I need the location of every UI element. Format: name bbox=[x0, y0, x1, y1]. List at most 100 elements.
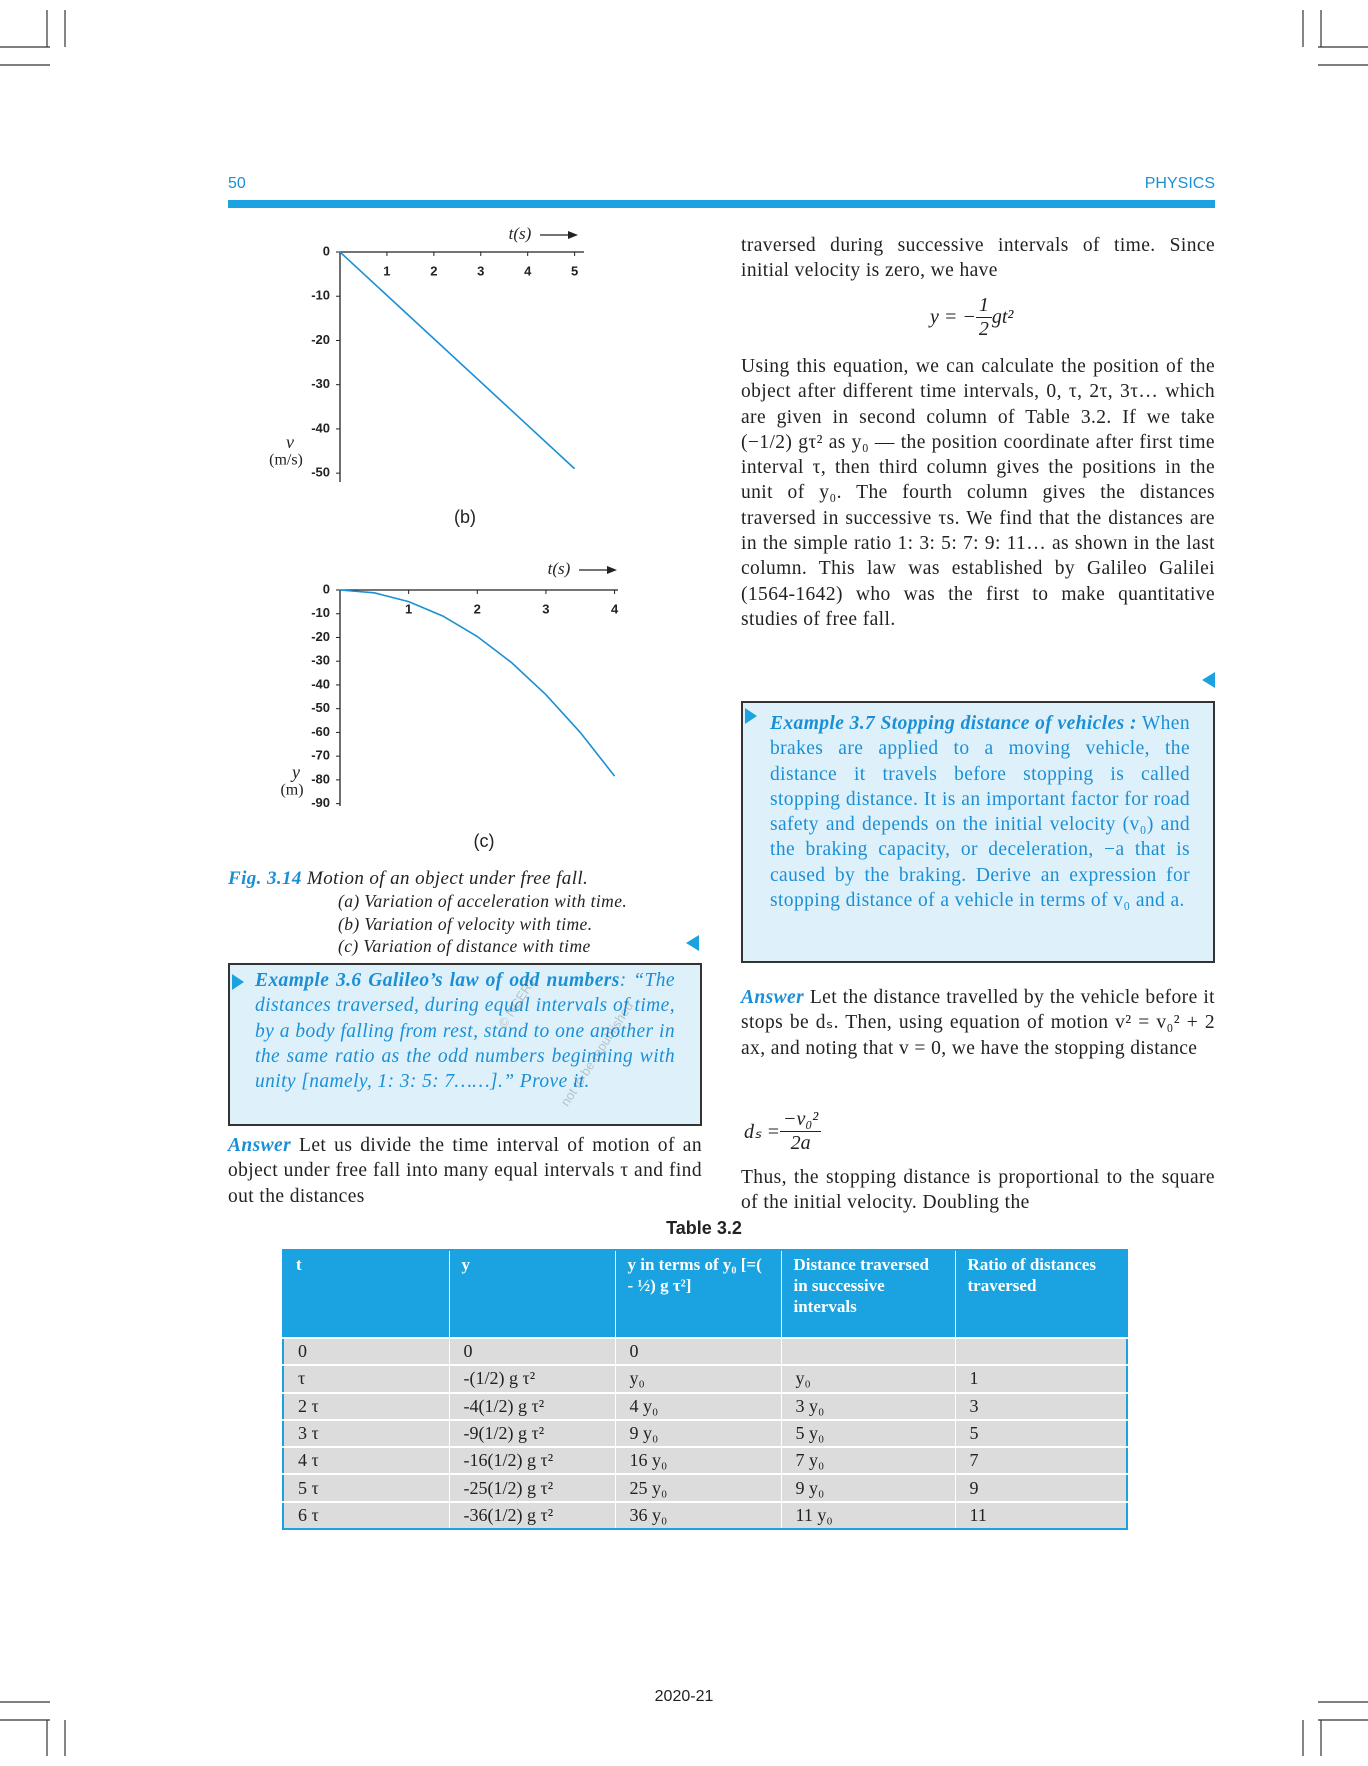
end-marker bbox=[686, 935, 699, 951]
table-cell: -9(1/2) g τ² bbox=[449, 1418, 616, 1448]
x-tick-label: 3 bbox=[477, 263, 484, 278]
equation: dₛ = −v₀² 2a bbox=[744, 1108, 822, 1155]
y-tick-label: 0 bbox=[323, 581, 330, 596]
answer: Answer Let us divide the time interval o… bbox=[228, 1133, 702, 1209]
answer-text: Let us divide the time interval of motio… bbox=[228, 1135, 703, 1207]
figure-item: (a) Variation of acceleration with time. bbox=[338, 891, 628, 911]
table-cell: y₀ bbox=[781, 1364, 956, 1393]
example-body: : “The distances traversed, during equal… bbox=[255, 970, 675, 1093]
y-axis-label: v bbox=[286, 432, 294, 452]
x-tick-label: 5 bbox=[571, 263, 578, 278]
answer: Answer Let the distance travelled by the… bbox=[741, 985, 1215, 1061]
table-cell: 5 τ bbox=[283, 1473, 450, 1502]
table-cell: 9 bbox=[955, 1473, 1128, 1502]
x-tick-label: 3 bbox=[542, 601, 549, 616]
x-axis-label: t(s) bbox=[509, 224, 532, 243]
example-title: Stopping distance of vehicles : bbox=[880, 713, 1137, 734]
example-text: Example 3.6 Galileo’s law of odd numbers… bbox=[255, 968, 675, 1094]
table-cell: 3 τ bbox=[283, 1418, 450, 1448]
axis-arrow-head bbox=[568, 231, 578, 239]
y-tick-label: -50 bbox=[311, 465, 330, 480]
table-title: Table 3.2 bbox=[666, 1218, 742, 1238]
table-row: 3 τ -9(1/2) g τ² 9 y₀ 5 y₀ 5 bbox=[283, 1418, 1128, 1448]
y-tick-label: -10 bbox=[311, 605, 330, 620]
example-title: Galileo’s law of odd numbers bbox=[368, 970, 620, 991]
y-tick-label: -70 bbox=[311, 748, 330, 763]
equation: y = −1 2 gt² bbox=[930, 294, 1013, 341]
axis-arrow-head bbox=[607, 566, 617, 574]
x-tick-label: 2 bbox=[474, 601, 481, 616]
y-tick-label: -30 bbox=[311, 376, 330, 391]
header-cell: Ratio of distances traversed bbox=[955, 1250, 1128, 1338]
header-cell: y in terms of y₀ [=( - ½) g τ²] bbox=[615, 1250, 782, 1338]
data-line bbox=[339, 589, 616, 777]
header-cell: Distance traversed in successive interva… bbox=[781, 1250, 956, 1338]
table-cell: -36(1/2) g τ² bbox=[449, 1500, 616, 1530]
table-cell: 3 bbox=[955, 1391, 1128, 1420]
paragraph: Thus, the stopping distance is proportio… bbox=[741, 1167, 1215, 1214]
example-box: Example 3.6 Galileo’s law of odd numbers… bbox=[228, 963, 702, 1126]
table-cell: 6 τ bbox=[283, 1500, 450, 1530]
example-label: Example 3.7 bbox=[770, 713, 876, 734]
example-label: Example 3.6 bbox=[255, 970, 362, 991]
footer: 2020-21 bbox=[654, 1688, 714, 1705]
example-marker bbox=[232, 974, 244, 990]
answer-continued: traversed during successive intervals of… bbox=[741, 235, 1215, 282]
table-cell: 4 y₀ bbox=[615, 1391, 782, 1420]
table-row: 6 τ -36(1/2) g τ² 36 y₀ 11 y₀ 11 bbox=[283, 1500, 1128, 1530]
numerator: 1 bbox=[975, 294, 992, 318]
y-tick-label: -40 bbox=[311, 420, 330, 435]
y-tick-label: -10 bbox=[311, 288, 330, 303]
y-tick-label: -40 bbox=[311, 676, 330, 691]
equation-lhs: y = − bbox=[930, 306, 976, 328]
y-tick-label: -60 bbox=[311, 724, 330, 739]
table-cell: 11 bbox=[955, 1500, 1128, 1530]
y-tick-label: -50 bbox=[311, 700, 330, 715]
table-cell bbox=[781, 1336, 956, 1366]
denominator: 2a bbox=[790, 1132, 811, 1154]
example-text: Example 3.7 Stopping distance of vehicle… bbox=[770, 711, 1190, 913]
answer-label: Answer bbox=[741, 987, 805, 1008]
table-row: τ -(1/2) g τ² y₀ y₀ 1 bbox=[283, 1364, 1128, 1393]
table-cell: 9 y₀ bbox=[781, 1473, 956, 1502]
x-tick-label: 2 bbox=[430, 263, 437, 278]
y-axis-unit: (m/s) bbox=[269, 452, 303, 469]
table-cell: 5 bbox=[955, 1418, 1128, 1448]
x-tick-label: 1 bbox=[383, 263, 390, 278]
equation-fraction: −v₀² 2a bbox=[779, 1108, 822, 1155]
y-tick-label: 0 bbox=[323, 243, 330, 258]
table-row: 2 τ -4(1/2) g τ² 4 y₀ 3 y₀ 3 bbox=[283, 1391, 1128, 1420]
end-marker bbox=[1202, 672, 1215, 688]
crop-marks bbox=[0, 10, 1368, 1756]
equation-lhs: dₛ = bbox=[744, 1121, 780, 1143]
figure-item: (c) Variation of distance with time bbox=[338, 936, 591, 956]
example-marker bbox=[745, 708, 757, 724]
header-cell: y bbox=[449, 1250, 616, 1338]
x-tick-label: 4 bbox=[611, 601, 619, 616]
denominator: 2 bbox=[978, 318, 989, 340]
x-axis-label: t(s) bbox=[548, 559, 571, 578]
table-cell: y₀ bbox=[615, 1364, 782, 1393]
table-cell: 0 bbox=[449, 1336, 616, 1366]
header-rule bbox=[228, 200, 1215, 208]
equation-rhs: gt² bbox=[991, 306, 1014, 328]
y-axis-label: y bbox=[290, 762, 300, 782]
table-row: 4 τ -16(1/2) g τ² 16 y₀ 7 y₀ 7 bbox=[283, 1446, 1128, 1475]
page-number: 50 bbox=[228, 175, 246, 192]
figure-panel-label: (c) bbox=[474, 831, 495, 851]
table-cell: 1 bbox=[955, 1364, 1128, 1393]
figure-label: Fig. 3.14 bbox=[228, 868, 302, 889]
table-cell: -25(1/2) g τ² bbox=[449, 1473, 616, 1502]
table-cell bbox=[955, 1336, 1128, 1366]
table-cell: 9 y₀ bbox=[615, 1418, 782, 1448]
y-axis-unit: (m) bbox=[280, 782, 303, 799]
table-cell: 7 y₀ bbox=[781, 1446, 956, 1475]
table-cell: 7 bbox=[955, 1446, 1128, 1475]
y-tick-label: -30 bbox=[311, 653, 330, 668]
figure-caption: Fig. 3.14 Motion of an object under free… bbox=[228, 868, 703, 958]
